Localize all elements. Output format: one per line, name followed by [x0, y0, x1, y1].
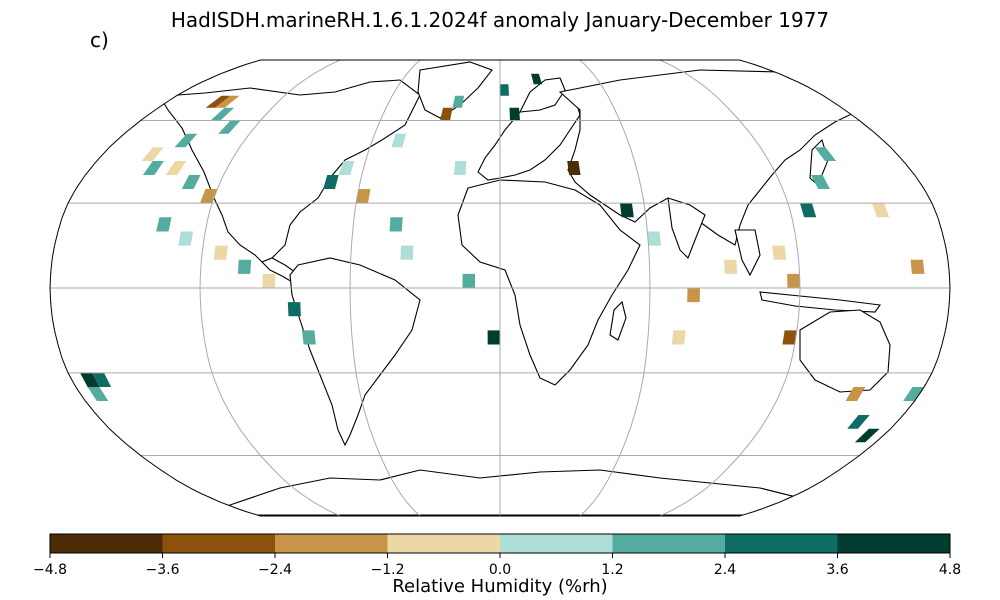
anomaly-cell	[400, 245, 414, 260]
anomaly-cell	[567, 161, 581, 175]
colorbar-bin	[500, 534, 613, 553]
colorbar-bin	[725, 534, 838, 553]
anomaly-cell	[389, 217, 403, 232]
colorbar-tick-label: 3.6	[826, 562, 848, 578]
colorbar-tick-label: −4.8	[33, 562, 67, 578]
colorbar: −4.8 −3.6 −2.4 −1.2 0.0 1.2 2.4 3.6 4.8	[33, 533, 961, 578]
anomaly-cell	[156, 217, 172, 232]
colorbar-bins	[50, 534, 951, 553]
anomaly-cell	[847, 415, 870, 429]
graticule	[50, 60, 950, 516]
meridian-line	[659, 60, 801, 516]
colorbar-bin	[162, 534, 276, 553]
anomaly-cell	[814, 147, 837, 161]
colorbar-bin	[837, 534, 951, 553]
anomaly-cell	[787, 273, 800, 288]
panel-label: c)	[90, 28, 109, 52]
anomaly-cell	[800, 203, 817, 218]
anomaly-cell	[903, 387, 925, 401]
anomaly-cell	[87, 387, 109, 401]
meridian-line	[579, 60, 651, 516]
anomaly-cell	[500, 84, 509, 96]
se-asia-outline	[734, 229, 761, 277]
anomaly-cell	[141, 147, 164, 161]
anomaly-cell	[338, 161, 355, 175]
anomaly-cell	[178, 231, 194, 246]
anomaly-cell	[782, 330, 797, 345]
anomaly-cell	[262, 273, 276, 288]
anomaly-cell	[287, 302, 301, 317]
anomaly-cell	[910, 259, 925, 274]
colorbar-tick-label: −2.4	[258, 562, 292, 578]
anomaly-cell	[509, 107, 520, 121]
anomaly-cell	[323, 175, 339, 189]
anomaly-cell	[462, 273, 475, 288]
anomaly-cells	[80, 73, 925, 443]
anomaly-cell	[487, 330, 500, 345]
meridian-line	[199, 60, 341, 516]
meridian-line	[349, 60, 421, 516]
anomaly-cell	[302, 330, 316, 345]
anomaly-cell	[531, 73, 543, 85]
colorbar-label: Relative Humidity (%rh)	[392, 576, 608, 597]
australia-outline	[799, 309, 891, 393]
colorbar-bin	[387, 534, 501, 553]
anomaly-cell	[811, 175, 830, 189]
india-outline	[667, 197, 706, 259]
anomaly-cell	[92, 372, 112, 387]
anomaly-cell	[142, 161, 164, 175]
anomaly-cell	[872, 203, 890, 218]
colorbar-tick-label: 2.4	[714, 562, 736, 578]
anomaly-cell	[210, 107, 235, 121]
anomaly-cell	[205, 95, 231, 108]
madagascar-outline	[609, 300, 627, 341]
colorbar-tick-label: 4.8	[939, 562, 961, 578]
anomaly-cell	[845, 387, 866, 401]
colorbar-tick-label: −3.6	[146, 562, 180, 578]
colorbar-bin	[612, 534, 726, 553]
anomaly-cell	[620, 203, 634, 218]
indonesia-outline	[759, 291, 881, 313]
colorbar-ticks: −4.8 −3.6 −2.4 −1.2 0.0 1.2 2.4 3.6 4.8	[33, 553, 961, 578]
anomaly-cell	[165, 161, 187, 175]
anomaly-cell	[237, 259, 252, 274]
anomaly-cell	[452, 95, 465, 108]
colorbar-tick-label: 0.0	[489, 562, 511, 578]
anomaly-cell	[854, 428, 880, 443]
anomaly-cell	[391, 133, 407, 148]
anomaly-cell	[647, 231, 661, 246]
colorbar-tick-label: −1.2	[371, 562, 405, 578]
anomaly-cell	[356, 189, 371, 204]
anomaly-cell	[772, 245, 787, 260]
anomaly-cell	[724, 259, 738, 274]
anomaly-cell	[671, 330, 686, 345]
anomaly-cell	[218, 120, 241, 134]
map-boundary	[49, 59, 951, 517]
colorbar-bin	[50, 534, 163, 553]
south-america-outline	[289, 257, 421, 447]
anomaly-cell	[213, 245, 228, 260]
anomaly-cell	[181, 175, 201, 189]
map-title: HadISDH.marineRH.1.6.1.2024f anomaly Jan…	[170, 8, 830, 32]
anomaly-cell	[80, 372, 100, 387]
robinson-map	[49, 59, 951, 517]
anomaly-cell	[440, 107, 453, 121]
colorbar-bin	[275, 534, 388, 553]
anomaly-cell	[453, 161, 467, 175]
anomaly-cell	[215, 95, 240, 108]
anomaly-cell	[687, 288, 700, 303]
colorbar-tick-label: 1.2	[601, 562, 623, 578]
anomaly-cell	[174, 133, 198, 148]
africa-outline	[457, 179, 641, 386]
scandinavia-outline	[519, 77, 566, 113]
